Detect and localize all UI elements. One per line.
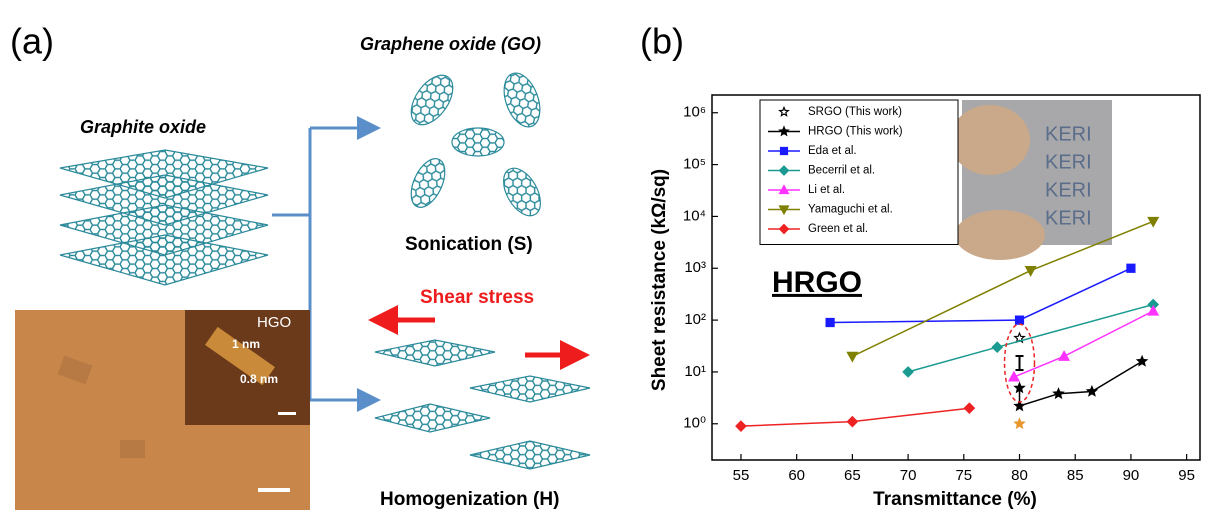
- photo-text: KERI: [1045, 179, 1092, 201]
- data-point: [1148, 306, 1158, 315]
- data-point: [1059, 351, 1069, 360]
- label: Graphite oxide: [80, 117, 206, 137]
- y-tick-label: 10⁰: [683, 415, 706, 432]
- x-tick-label: 90: [1123, 467, 1140, 484]
- photo-text: KERI: [1045, 151, 1092, 173]
- y-tick-label: 10²: [684, 311, 706, 328]
- panel-label: (b): [640, 21, 684, 62]
- sheared-sheets: [375, 340, 590, 469]
- y-axis-label: Sheet resistance (kΩ/sq): [649, 169, 670, 391]
- graphite-stack: [60, 150, 268, 285]
- micrograph: [15, 310, 310, 510]
- y-tick-label: 10⁴: [683, 207, 706, 224]
- x-axis-label: Transmittance (%): [873, 489, 1037, 510]
- legend-label: Becerril et al.: [808, 165, 875, 177]
- label: Homogenization (H): [380, 489, 559, 510]
- data-point: [847, 417, 857, 427]
- annotation: HRGO: [772, 266, 862, 299]
- x-tick-label: 70: [900, 467, 917, 484]
- x-tick-label: 85: [1067, 467, 1084, 484]
- x-tick-label: 65: [844, 467, 861, 484]
- data-point: [1009, 372, 1019, 381]
- figure: (a) Graphite oxide Graphene oxide (GO) S…: [0, 0, 1214, 525]
- legend-label: Green et al.: [808, 223, 868, 235]
- data-point: [1054, 389, 1064, 398]
- y-tick-label: 10¹: [684, 363, 706, 380]
- y-tick-label: 10³: [684, 259, 706, 276]
- range-symbol: [1016, 356, 1024, 370]
- inset-label: 0.8 nm: [240, 372, 278, 386]
- data-point: [1016, 316, 1024, 324]
- label: Graphene oxide (GO): [360, 34, 541, 54]
- y-tick-label: 10⁶: [683, 104, 706, 121]
- data-point: [826, 318, 834, 326]
- data-point: [1087, 387, 1097, 396]
- data-point: [1015, 419, 1025, 428]
- inset-label: HGO: [257, 314, 291, 331]
- legend-label: Eda et al.: [808, 145, 857, 157]
- y-tick-label: 10⁵: [683, 156, 706, 173]
- go-flakes: [403, 68, 548, 222]
- data-point: [1148, 217, 1158, 226]
- photo-text: KERI: [1045, 207, 1092, 229]
- legend-label: Yamaguchi et al.: [808, 204, 893, 216]
- data-point: [1127, 264, 1135, 272]
- photo-text: KERI: [1045, 123, 1092, 145]
- legend-label: SRGO (This work): [808, 106, 902, 118]
- x-tick-label: 55: [733, 467, 750, 484]
- x-tick-label: 75: [955, 467, 972, 484]
- legend-label: HRGO (This work): [808, 126, 903, 138]
- legend-marker: [781, 148, 788, 155]
- panel-label: (a): [10, 21, 54, 62]
- data-point: [1015, 383, 1025, 392]
- x-tick-label: 80: [1011, 467, 1028, 484]
- data-point: [964, 403, 974, 413]
- legend-label: Li et al.: [808, 184, 845, 196]
- x-tick-label: 95: [1178, 467, 1195, 484]
- data-point: [1026, 267, 1036, 276]
- label: Shear stress: [420, 287, 534, 308]
- inset-label: 1 nm: [232, 337, 260, 351]
- x-tick-label: 60: [788, 467, 805, 484]
- data-point: [992, 342, 1002, 352]
- data-point: [903, 367, 913, 377]
- data-point: [847, 352, 857, 361]
- label: Sonication (S): [405, 234, 533, 255]
- series-line: [1020, 361, 1143, 406]
- data-point: [736, 421, 746, 431]
